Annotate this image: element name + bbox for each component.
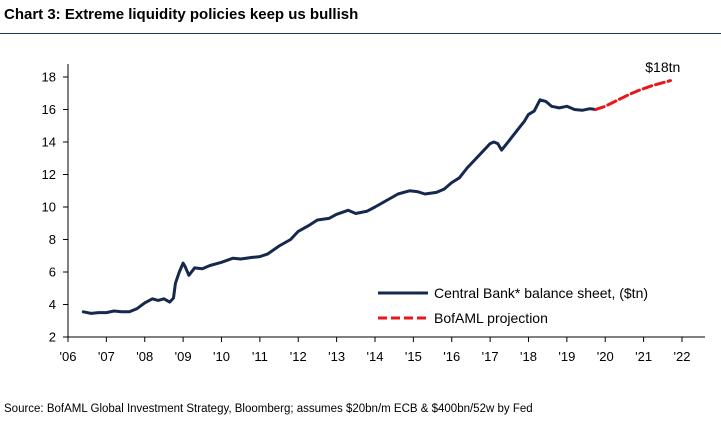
y-tick-label: 8 <box>49 232 56 247</box>
x-tick-label: '18 <box>520 349 537 364</box>
x-tick-label: '13 <box>328 349 345 364</box>
x-tick-label: '20 <box>597 349 614 364</box>
x-tick-label: '16 <box>443 349 460 364</box>
y-tick-label: 12 <box>42 167 56 182</box>
x-tick-label: '21 <box>635 349 652 364</box>
source-note: Source: BofAML Global Investment Strateg… <box>4 403 533 415</box>
x-tick-label: '15 <box>405 349 422 364</box>
y-tick-label: 4 <box>49 297 56 312</box>
x-tick-label: '17 <box>482 349 499 364</box>
x-tick-label: '08 <box>136 349 153 364</box>
x-tick-label: '09 <box>175 349 192 364</box>
y-tick-label: 10 <box>42 200 56 215</box>
x-tick-label: '12 <box>290 349 307 364</box>
x-tick-label: '10 <box>213 349 230 364</box>
x-tick-label: '07 <box>98 349 115 364</box>
x-tick-label: '19 <box>558 349 575 364</box>
series-line-1 <box>594 79 672 111</box>
x-tick-label: '06 <box>60 349 77 364</box>
legend-label-0: Central Bank* balance sheet, ($tn) <box>434 285 648 301</box>
annotation-label: $18tn <box>645 59 680 75</box>
x-tick-label: '22 <box>673 349 690 364</box>
chart-series <box>81 79 672 315</box>
y-tick-label: 14 <box>42 135 56 150</box>
y-tick-label: 6 <box>49 265 56 280</box>
chart-title: Chart 3: Extreme liquidity policies keep… <box>4 6 359 23</box>
series-line-0 <box>81 98 598 315</box>
x-tick-label: '14 <box>367 349 384 364</box>
chart-annotations: $18tn <box>645 59 680 75</box>
y-tick-label: 16 <box>42 102 56 117</box>
legend-label-1: BofAML projection <box>434 310 548 326</box>
x-tick-label: '11 <box>252 349 268 364</box>
title-divider <box>0 33 721 34</box>
y-tick-label: 2 <box>49 330 56 345</box>
chart-axes: 2 4 6 8 10 12 14 16 18 '06 '07 '08 '09 '10 '11 '12 '13 '1… <box>42 64 705 364</box>
y-tick-label: 18 <box>42 70 56 85</box>
chart-legend: Central Bank* balance sheet, ($tn) BofAML… <box>378 285 648 326</box>
